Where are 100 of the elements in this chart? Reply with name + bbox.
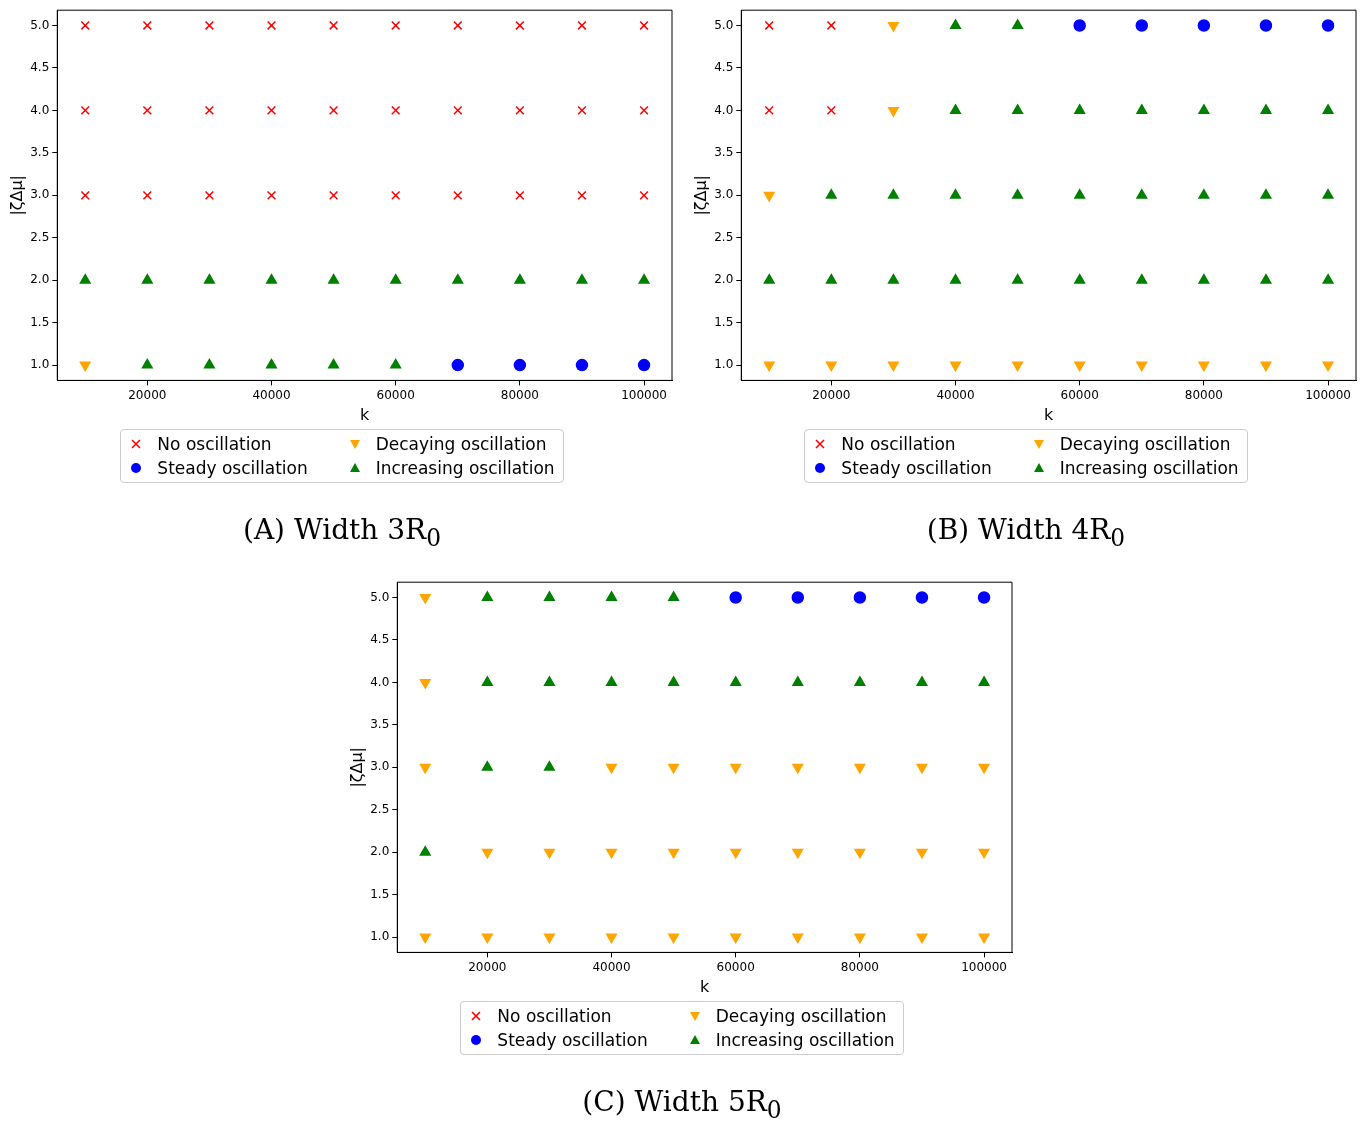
point xyxy=(791,591,805,604)
x-axis-title: k xyxy=(1044,404,1055,424)
point xyxy=(916,676,928,686)
y-tick-label: 5.0 xyxy=(370,589,390,604)
y-tick-label: 1.0 xyxy=(30,357,50,372)
point xyxy=(80,105,90,116)
x-tick-label: 100000 xyxy=(1305,387,1351,402)
point xyxy=(668,763,680,774)
point xyxy=(638,273,650,284)
legend-label: Increasing oscillation xyxy=(375,458,555,478)
point xyxy=(419,763,431,774)
point xyxy=(668,591,680,601)
y-tick-label: 1.5 xyxy=(714,314,734,329)
point xyxy=(792,848,804,859)
point xyxy=(730,676,742,686)
point xyxy=(543,591,555,601)
point xyxy=(764,20,774,31)
point xyxy=(730,933,742,944)
y-tick-label: 5.0 xyxy=(714,17,734,32)
point xyxy=(949,104,962,114)
point xyxy=(915,591,929,604)
legend-label: Increasing oscillation xyxy=(715,1030,895,1050)
x-tick-label: 80000 xyxy=(500,387,539,402)
point xyxy=(390,273,402,284)
x-tick-label: 60000 xyxy=(716,959,755,974)
point xyxy=(854,763,866,774)
point xyxy=(575,358,589,372)
point xyxy=(453,190,463,200)
point xyxy=(79,273,91,284)
point xyxy=(668,676,680,686)
point xyxy=(978,763,990,774)
point xyxy=(453,105,463,116)
x-tick-label: 40000 xyxy=(936,387,975,402)
y-tick-label: 1.5 xyxy=(370,886,390,901)
point xyxy=(792,763,804,774)
point xyxy=(764,105,774,116)
point xyxy=(637,358,651,372)
point xyxy=(826,20,836,31)
point xyxy=(515,105,525,116)
point xyxy=(1074,273,1086,284)
text: (A) Width 3R$_{0}$ xyxy=(242,513,442,552)
point xyxy=(825,273,837,284)
point xyxy=(949,19,962,29)
point xyxy=(1260,273,1272,284)
point xyxy=(328,190,339,200)
legend-label: Steady oscillation xyxy=(157,458,308,478)
y-tick-label: 3.5 xyxy=(370,716,390,731)
point xyxy=(1198,104,1210,114)
point xyxy=(1322,189,1334,199)
point xyxy=(391,105,401,116)
point xyxy=(543,761,555,771)
point xyxy=(204,20,215,31)
point xyxy=(1136,273,1148,284)
y-tick-label: 2.5 xyxy=(714,229,734,244)
point xyxy=(266,105,277,116)
point xyxy=(328,358,340,369)
point xyxy=(1260,104,1272,114)
point xyxy=(513,358,527,372)
y-tick-label: 2.5 xyxy=(370,801,390,816)
point xyxy=(1012,104,1024,114)
point xyxy=(730,763,742,774)
point xyxy=(916,763,928,774)
x-tick-label: 40000 xyxy=(252,387,291,402)
y-tick-label: 4.0 xyxy=(30,102,50,117)
point xyxy=(730,848,742,859)
legend-label: No oscillation xyxy=(157,434,272,454)
point xyxy=(266,190,277,200)
x-tick-label: 20000 xyxy=(812,387,851,402)
point xyxy=(328,105,339,116)
point xyxy=(605,848,618,859)
legend-label: Decaying oscillation xyxy=(715,1006,887,1026)
y-tick-label: 3.0 xyxy=(30,187,50,202)
point xyxy=(978,676,990,686)
point xyxy=(576,273,588,284)
y-tick-label: 3.5 xyxy=(30,144,50,159)
legend-label: Decaying oscillation xyxy=(375,434,547,454)
point xyxy=(391,190,401,200)
point xyxy=(792,676,804,686)
y-tick-label: 5.0 xyxy=(30,17,50,32)
point xyxy=(481,591,493,601)
legend-label: Increasing oscillation xyxy=(1059,458,1239,478)
point xyxy=(978,848,990,859)
point xyxy=(1136,189,1148,199)
point xyxy=(203,273,215,284)
point xyxy=(916,848,928,859)
point xyxy=(577,190,587,200)
point xyxy=(481,676,493,686)
point xyxy=(419,678,431,689)
point xyxy=(543,676,555,686)
point xyxy=(141,273,153,284)
point xyxy=(515,190,525,200)
point xyxy=(1012,189,1024,199)
y-tick-label: 2.0 xyxy=(714,272,734,287)
point xyxy=(451,358,465,372)
y-tick-label: 2.5 xyxy=(30,229,50,244)
point xyxy=(328,20,339,31)
point xyxy=(887,106,899,117)
point xyxy=(328,273,340,284)
y-axis-title: |ζΔμ| xyxy=(690,175,710,216)
point xyxy=(1322,104,1334,114)
